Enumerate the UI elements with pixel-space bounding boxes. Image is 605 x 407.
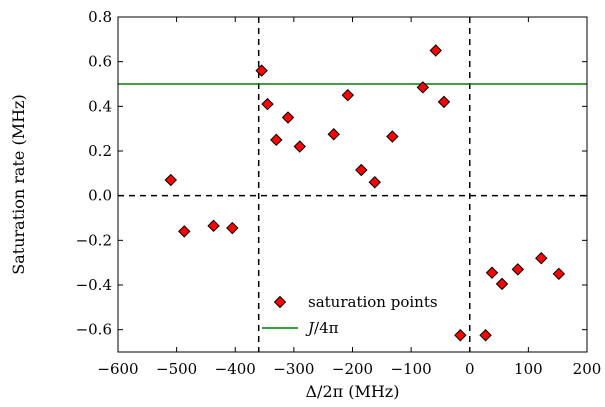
legend: saturation points J/4π [262,293,438,337]
x-tick-label: 100 [514,360,543,378]
x-tick-label: −500 [156,360,197,378]
data-point [355,163,368,177]
x-tick-label: −200 [332,360,373,378]
y-tick-label: 0.8 [88,8,112,26]
legend-label-j-over-4pi: J/4π [305,319,339,337]
data-point [226,221,239,235]
data-point [479,329,492,342]
y-tick-label: 0.4 [88,97,112,115]
data-point [164,173,177,187]
x-tick-label: 200 [573,360,602,378]
plot-area [118,17,587,352]
x-tick-label: −600 [97,360,138,378]
data-point [552,267,566,281]
data-point [270,133,283,147]
data-point [261,97,274,111]
data-point [535,251,548,265]
data-point [437,95,451,109]
data-point [416,81,430,94]
data-point [281,111,295,124]
data-point [429,44,442,57]
y-tick-label: 0.2 [88,142,112,160]
y-tick-label: −0.2 [76,231,112,249]
axes: −600 −500 −400 −300 −200 −100 0 100 200 −0.6 −0.4 −… [9,8,601,401]
data-point [341,88,355,102]
x-tick-label: −300 [273,360,314,378]
x-tick-label: 0 [465,360,475,378]
legend-label-saturation-points: saturation points [308,293,438,311]
legend-marker-saturation-points [273,295,287,309]
data-point [511,263,525,276]
data-point [178,225,191,238]
data-point [368,176,381,189]
data-point [293,140,306,153]
y-tick-label: −0.6 [76,321,112,339]
y-tick-label: 0.0 [88,187,112,205]
data-point [495,277,509,291]
y-axis-label: Saturation rate (MHz) [9,94,28,274]
data-point [327,128,340,141]
x-axis-label: Δ/2π (MHz) [306,382,400,401]
y-tick-label: 0.6 [88,53,112,71]
data-point [207,219,220,233]
x-tick-label: −400 [215,360,256,378]
data-point [454,329,467,342]
data-point [386,130,399,143]
x-tick-label: −100 [391,360,432,378]
y-tick-label: −0.4 [76,276,112,294]
data-point [485,266,499,279]
data-point [255,64,268,77]
